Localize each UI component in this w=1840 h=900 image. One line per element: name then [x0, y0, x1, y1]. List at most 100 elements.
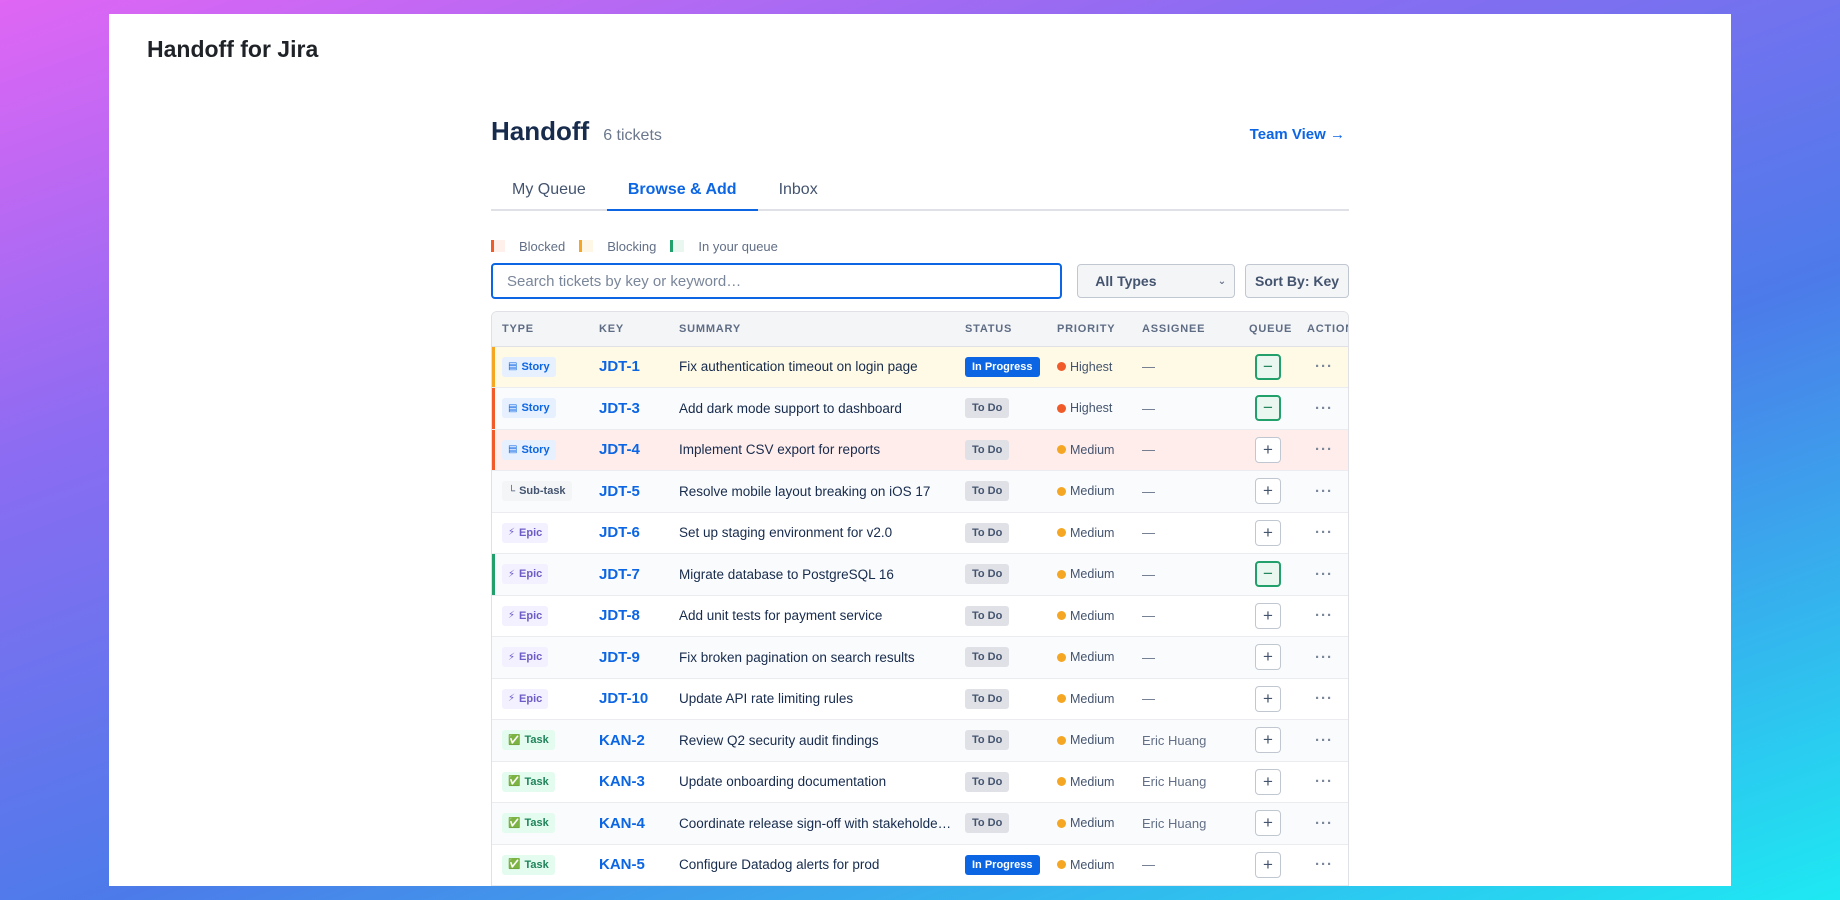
- ticket-key-link[interactable]: KAN-4: [599, 814, 645, 832]
- add-to-queue-button[interactable]: +: [1255, 851, 1281, 878]
- more-actions-icon[interactable]: ···: [1315, 814, 1333, 832]
- ticket-key-link[interactable]: JDT-6: [599, 524, 640, 542]
- priority-label: Medium: [1070, 525, 1115, 540]
- summary-cell: Fix authentication timeout on login page: [669, 346, 955, 388]
- tab-browse-add[interactable]: Browse & Add: [606, 173, 758, 211]
- table-row[interactable]: ✅ Task KAN-5 Configure Datadog alerts for p…: [492, 844, 1348, 886]
- filter-controls: All Types ⌄ Sort By: Key: [491, 263, 1349, 299]
- priority-cell: Medium: [1047, 595, 1132, 637]
- type-label: Task: [524, 817, 549, 830]
- app-title: Handoff for Jira: [147, 36, 319, 62]
- team-view-link[interactable]: Team View →: [1249, 126, 1345, 143]
- ticket-key-link[interactable]: KAN-2: [599, 731, 645, 749]
- status-badge: In Progress: [965, 356, 1040, 377]
- ticket-key-link[interactable]: JDT-7: [599, 565, 640, 583]
- task-icon: ✅: [508, 776, 521, 788]
- more-actions-icon[interactable]: ···: [1315, 358, 1333, 376]
- ticket-key-link[interactable]: JDT-5: [599, 482, 640, 500]
- key-cell: JDT-8: [589, 595, 669, 637]
- add-to-queue-button[interactable]: +: [1255, 478, 1281, 505]
- status-cell: In Progress: [955, 346, 1047, 388]
- table-row[interactable]: ✅ Task KAN-2 Review Q2 security audit findi…: [492, 719, 1348, 762]
- table-row[interactable]: ✅ Task KAN-3 Update onboarding documentatio…: [492, 761, 1348, 803]
- add-to-queue-button[interactable]: +: [1255, 436, 1281, 463]
- add-to-queue-button[interactable]: +: [1255, 519, 1281, 546]
- table-row[interactable]: └ Sub-task JDT-5 Resolve mobile layout brea…: [492, 470, 1348, 513]
- priority-label: Medium: [1070, 857, 1115, 872]
- sort-button[interactable]: Sort By: Key: [1245, 264, 1349, 298]
- legend-label: Blocked: [519, 238, 566, 254]
- table-row[interactable]: ⚡ Epic JDT-10 Update API rate limiting rule…: [492, 678, 1348, 720]
- ticket-key-link[interactable]: KAN-3: [599, 773, 645, 791]
- priority-label: Highest: [1070, 359, 1113, 374]
- status-cell: To Do: [955, 512, 1047, 554]
- remove-from-queue-button[interactable]: −: [1255, 395, 1281, 422]
- add-to-queue-button[interactable]: +: [1255, 727, 1281, 754]
- story-icon: ▤: [508, 361, 518, 373]
- remove-from-queue-button[interactable]: −: [1255, 561, 1281, 588]
- priority-label: Medium: [1070, 608, 1115, 623]
- add-to-queue-button[interactable]: +: [1255, 810, 1281, 837]
- key-cell: JDT-7: [589, 553, 669, 596]
- remove-from-queue-button[interactable]: −: [1255, 353, 1281, 380]
- type-badge: ▤ Story: [502, 439, 556, 460]
- table-row[interactable]: ⚡ Epic JDT-6 Set up staging environment for…: [492, 512, 1348, 554]
- ticket-key-link[interactable]: JDT-9: [599, 648, 640, 666]
- blocked-swatch: [491, 240, 505, 252]
- assignee-cell: Eric Huang: [1132, 802, 1239, 845]
- more-actions-icon[interactable]: ···: [1315, 524, 1333, 542]
- more-actions-icon[interactable]: ···: [1315, 731, 1333, 749]
- add-to-queue-button[interactable]: +: [1255, 644, 1281, 671]
- ticket-key-link[interactable]: JDT-3: [599, 399, 640, 417]
- type-cell: └ Sub-task: [492, 470, 589, 513]
- more-actions-icon[interactable]: ···: [1315, 607, 1333, 625]
- table-row[interactable]: ⚡ Epic JDT-9 Fix broken pagination on searc…: [492, 636, 1348, 679]
- table-row[interactable]: ▤ Story JDT-4 Implement CSV export for repo…: [492, 429, 1348, 471]
- epic-icon: ⚡: [508, 568, 516, 580]
- ticket-key-link[interactable]: JDT-10: [599, 690, 649, 708]
- queue-cell: +: [1239, 429, 1297, 471]
- tab-inbox[interactable]: Inbox: [778, 181, 818, 198]
- search-input[interactable]: [491, 263, 1063, 299]
- status-badge: In Progress: [965, 854, 1040, 875]
- add-to-queue-button[interactable]: +: [1255, 685, 1281, 712]
- status-cell: To Do: [955, 553, 1047, 596]
- table-row[interactable]: ✅ Task KAN-4 Coordinate release sign-off wi…: [492, 802, 1348, 845]
- more-actions-icon[interactable]: ···: [1315, 399, 1333, 417]
- table-row[interactable]: ▤ Story JDT-1 Fix authentication timeout on…: [492, 346, 1348, 388]
- type-cell: ⚡ Epic: [492, 678, 589, 720]
- add-to-queue-button[interactable]: +: [1255, 768, 1281, 795]
- table-row[interactable]: ▤ Story JDT-3 Add dark mode support to dash…: [492, 387, 1348, 430]
- table-row[interactable]: ⚡ Epic JDT-8 Add unit tests for payment ser…: [492, 595, 1348, 637]
- more-actions-icon[interactable]: ···: [1315, 565, 1333, 583]
- more-actions-icon[interactable]: ···: [1315, 441, 1333, 459]
- summary-cell: Add unit tests for payment service: [669, 595, 955, 637]
- more-actions-icon[interactable]: ···: [1315, 690, 1333, 708]
- ticket-key-link[interactable]: JDT-1: [599, 358, 640, 376]
- ticket-key-link[interactable]: JDT-8: [599, 607, 640, 625]
- status-badge: To Do: [965, 522, 1010, 543]
- type-label: Task: [524, 734, 549, 747]
- more-actions-icon[interactable]: ···: [1315, 773, 1333, 791]
- add-to-queue-button[interactable]: +: [1255, 602, 1281, 629]
- more-actions-icon[interactable]: ···: [1315, 856, 1333, 874]
- type-label: Epic: [519, 651, 543, 664]
- priority-label: Medium: [1070, 816, 1115, 831]
- status-badge: To Do: [965, 481, 1010, 502]
- type-badge: ⚡ Epic: [502, 522, 549, 543]
- table-row[interactable]: ⚡ Epic JDT-7 Migrate database to PostgreSQL…: [492, 553, 1348, 596]
- assignee-cell: —: [1132, 512, 1239, 554]
- tab-my-queue[interactable]: My Queue: [512, 181, 586, 198]
- type-cell: ✅ Task: [492, 844, 589, 886]
- more-actions-icon[interactable]: ···: [1315, 648, 1333, 666]
- more-actions-icon[interactable]: ···: [1315, 482, 1333, 500]
- type-label: Epic: [519, 526, 543, 539]
- ticket-key-link[interactable]: KAN-5: [599, 856, 645, 874]
- status-badge: To Do: [965, 564, 1010, 585]
- priority-cell: Medium: [1047, 719, 1132, 762]
- priority-dot-icon: [1057, 611, 1066, 621]
- epic-icon: ⚡: [508, 693, 516, 705]
- type-filter-select[interactable]: All Types ⌄: [1077, 264, 1236, 298]
- assignee-cell: —: [1132, 429, 1239, 471]
- ticket-key-link[interactable]: JDT-4: [599, 441, 640, 459]
